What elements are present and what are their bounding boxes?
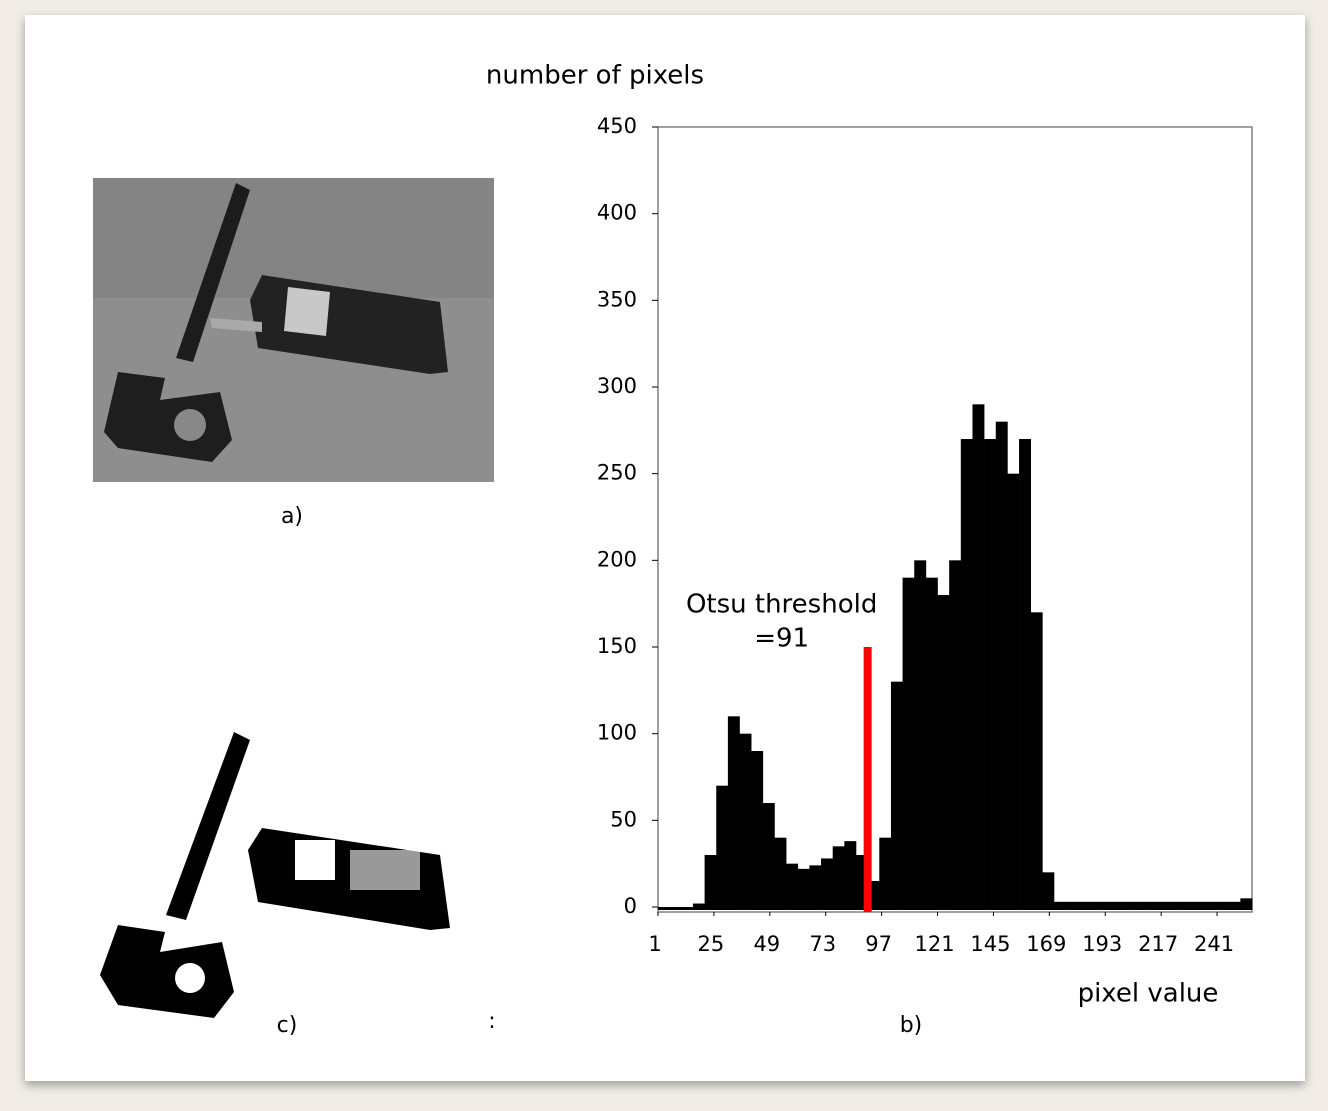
photo-grayscale [93, 178, 494, 482]
y-tick-label: 200 [597, 547, 637, 571]
bar [1147, 902, 1159, 910]
bar [798, 869, 810, 910]
bar [716, 786, 728, 910]
bar [961, 439, 973, 910]
bar [996, 422, 1008, 910]
panel-label: a) [281, 504, 303, 529]
bar [1042, 872, 1054, 910]
bar [914, 560, 926, 910]
panel-label: c) [277, 1013, 298, 1038]
y-tick-label: 100 [597, 721, 637, 745]
stray-mark: : [488, 1009, 495, 1034]
bar [1031, 612, 1043, 910]
bar [705, 855, 717, 910]
bar [879, 838, 891, 910]
bar [1217, 902, 1229, 910]
bar [1240, 898, 1252, 910]
bar [903, 578, 915, 910]
x-tick-label: 169 [1026, 932, 1066, 956]
bar [751, 751, 763, 910]
y-tick-label: 350 [597, 287, 637, 311]
figure: a) c) : b) number of pixels pixel value … [0, 0, 1328, 1111]
bar [740, 734, 752, 910]
y-axis-label: number of pixels [486, 61, 704, 91]
bar [949, 560, 961, 910]
panel-label: b) [900, 1013, 923, 1038]
bar [1136, 902, 1148, 910]
y-tick-label: 300 [597, 374, 637, 398]
bar [926, 578, 938, 910]
threshold-line [864, 647, 872, 912]
bar [938, 595, 950, 910]
bar [1101, 902, 1113, 910]
bar [774, 838, 786, 910]
bar [1007, 474, 1019, 910]
bar [1229, 902, 1241, 910]
bar [1124, 902, 1136, 910]
page: a) c) : b) number of pixels pixel value … [0, 0, 1328, 1111]
x-tick-label: 241 [1194, 932, 1234, 956]
bar [1159, 902, 1171, 910]
annotation: =91 [754, 624, 809, 654]
bar [1205, 902, 1217, 910]
x-tick-label: 49 [753, 932, 780, 956]
y-tick-label: 250 [597, 461, 637, 485]
x-axis-label: pixel value [1078, 979, 1219, 1009]
card [25, 15, 1305, 1081]
bar [1194, 902, 1206, 910]
bar [728, 716, 740, 910]
bar [658, 907, 670, 910]
y-tick-label: 150 [597, 634, 637, 658]
bar [891, 682, 903, 910]
bar [984, 439, 996, 910]
bar [1089, 902, 1101, 910]
x-tick-label: 193 [1082, 932, 1122, 956]
bar [681, 907, 693, 910]
bar [786, 864, 798, 910]
annotation: Otsu threshold [686, 590, 877, 620]
y-tick-label: 0 [624, 894, 637, 918]
bar [763, 803, 775, 910]
bar [1182, 902, 1194, 910]
bar [844, 841, 856, 910]
x-tick-label: 25 [698, 932, 725, 956]
bar [972, 404, 984, 910]
bar [1077, 902, 1089, 910]
x-tick-label: 217 [1138, 932, 1178, 956]
bar [1019, 439, 1031, 910]
bar [670, 907, 682, 910]
bar [1066, 902, 1078, 910]
x-tick-label: 1 [648, 932, 661, 956]
bar [821, 858, 833, 910]
x-tick-label: 97 [865, 932, 892, 956]
bar [833, 846, 845, 910]
bar [1112, 902, 1124, 910]
x-tick-label: 145 [970, 932, 1010, 956]
bar [1054, 902, 1066, 910]
y-tick-label: 50 [610, 807, 637, 831]
x-tick-label: 121 [914, 932, 954, 956]
bar [1170, 902, 1182, 910]
y-tick-label: 450 [597, 114, 637, 138]
bar [809, 865, 821, 910]
x-tick-label: 73 [809, 932, 836, 956]
y-tick-label: 400 [597, 201, 637, 225]
bar [693, 904, 705, 910]
